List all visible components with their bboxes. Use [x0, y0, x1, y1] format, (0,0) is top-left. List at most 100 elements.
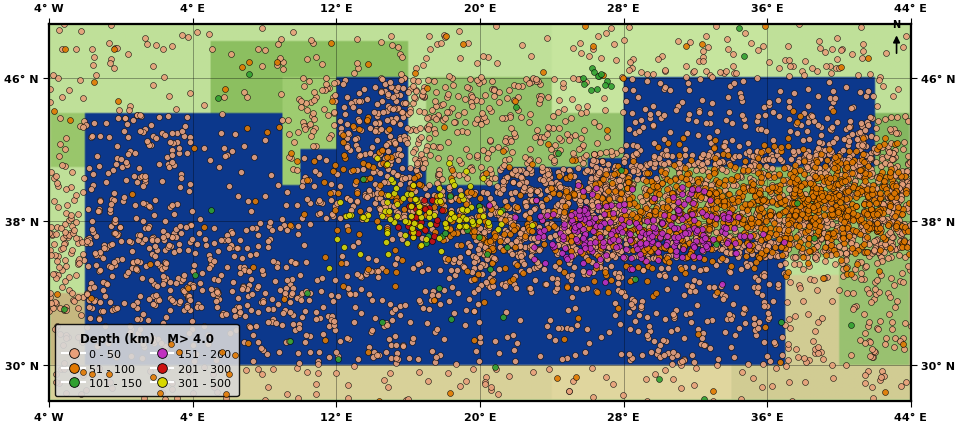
Point — [708, 212, 724, 219]
Point — [851, 173, 866, 179]
Point — [612, 216, 628, 222]
Point — [421, 182, 437, 189]
Point — [675, 240, 690, 247]
Point — [319, 75, 334, 82]
Point — [451, 223, 467, 230]
Point — [556, 194, 571, 201]
Point — [769, 253, 784, 260]
Point — [117, 115, 132, 122]
Point — [825, 247, 840, 253]
Point — [119, 121, 134, 128]
Point — [592, 234, 608, 241]
Point — [472, 239, 488, 246]
Point — [613, 248, 629, 255]
Point — [105, 306, 120, 313]
Point — [428, 130, 444, 137]
Point — [313, 288, 328, 295]
Point — [170, 130, 185, 137]
Point — [797, 200, 812, 207]
Point — [756, 149, 771, 155]
Point — [458, 120, 473, 127]
Point — [483, 207, 498, 213]
Point — [95, 308, 110, 314]
Point — [540, 225, 556, 232]
Point — [832, 209, 848, 216]
Point — [874, 227, 889, 234]
Point — [617, 227, 633, 234]
Point — [469, 77, 485, 84]
Point — [858, 223, 874, 230]
Point — [564, 272, 580, 279]
Point — [860, 249, 876, 256]
Point — [588, 86, 604, 93]
Point — [835, 148, 851, 155]
Point — [396, 138, 412, 144]
Point — [865, 116, 880, 123]
Point — [480, 282, 495, 288]
Point — [764, 165, 780, 172]
Point — [177, 123, 192, 130]
Point — [380, 148, 396, 155]
Point — [432, 199, 447, 205]
Point — [625, 277, 640, 284]
Point — [729, 284, 744, 291]
Point — [621, 217, 636, 224]
Point — [710, 356, 726, 363]
Point — [833, 236, 849, 242]
Point — [189, 304, 204, 311]
Point — [660, 215, 676, 222]
Point — [669, 164, 684, 171]
Point — [751, 325, 766, 332]
Point — [666, 162, 682, 169]
Point — [601, 329, 616, 336]
Point — [558, 244, 573, 250]
Point — [608, 203, 623, 210]
Point — [533, 229, 548, 236]
Point — [588, 225, 603, 231]
Point — [761, 215, 777, 222]
Point — [737, 158, 753, 165]
Point — [597, 201, 612, 207]
Point — [773, 182, 788, 189]
Point — [797, 73, 812, 80]
Point — [847, 182, 862, 189]
Point — [530, 188, 545, 195]
Point — [154, 389, 169, 395]
Point — [646, 337, 661, 344]
Point — [604, 26, 619, 32]
Point — [590, 190, 606, 197]
Point — [678, 74, 693, 81]
Point — [797, 191, 812, 198]
Point — [465, 220, 480, 227]
Point — [853, 216, 869, 223]
Point — [849, 242, 864, 248]
Point — [299, 100, 314, 107]
Point — [838, 189, 853, 196]
Point — [575, 76, 590, 83]
Point — [621, 230, 636, 237]
Point — [670, 207, 685, 214]
Point — [130, 267, 145, 274]
Point — [805, 193, 821, 200]
Point — [593, 233, 609, 240]
Point — [479, 374, 494, 380]
Point — [283, 292, 299, 299]
Point — [416, 63, 431, 69]
Point — [510, 340, 525, 346]
Point — [428, 221, 444, 227]
Point — [490, 233, 505, 240]
Point — [372, 224, 387, 231]
Point — [445, 212, 461, 219]
Point — [68, 46, 84, 53]
Point — [470, 301, 486, 308]
Point — [510, 262, 525, 268]
Point — [411, 172, 426, 178]
Point — [839, 256, 854, 263]
Point — [418, 288, 433, 295]
Point — [660, 240, 675, 247]
Point — [357, 193, 372, 200]
Point — [868, 237, 883, 244]
Point — [371, 110, 386, 117]
Point — [823, 213, 838, 220]
Point — [870, 148, 885, 155]
